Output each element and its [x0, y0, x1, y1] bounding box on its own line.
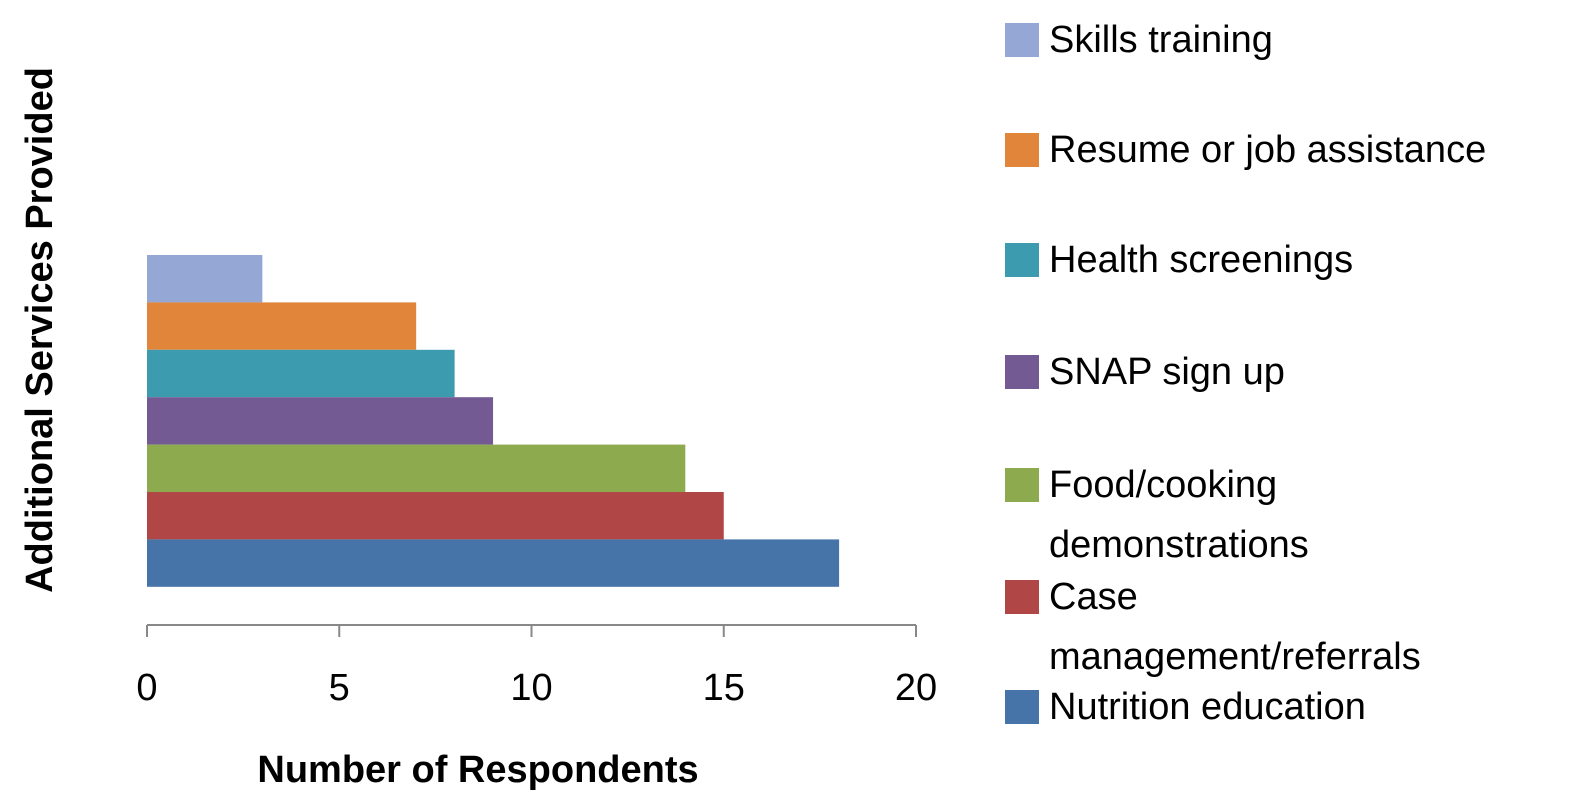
legend-item: Skills training — [1005, 10, 1505, 70]
legend-item: Case management/referrals — [1005, 567, 1505, 687]
bar — [147, 349, 455, 398]
legend-swatch — [1005, 690, 1039, 724]
bar — [147, 397, 494, 445]
y-axis-label: Additional Services Provided — [19, 67, 61, 593]
x-tick-label: 15 — [703, 667, 745, 709]
legend-label: Case management/referrals — [1049, 576, 1421, 678]
legend-item: Health screenings — [1005, 230, 1505, 290]
legend-label: Nutrition education — [1049, 686, 1366, 728]
x-tick-label: 20 — [895, 667, 937, 709]
x-axis-label: Number of Respondents — [257, 749, 698, 791]
bar — [147, 444, 686, 492]
legend-item: Food/cooking demonstrations — [1005, 455, 1505, 575]
bar — [147, 255, 263, 303]
legend-item: Resume or job assistance — [1005, 120, 1505, 180]
legend-label: Skills training — [1049, 19, 1273, 61]
bar — [147, 539, 840, 587]
legend-label: SNAP sign up — [1049, 351, 1285, 393]
legend-item: Nutrition education — [1005, 677, 1505, 737]
x-tick-label: 0 — [136, 667, 157, 709]
legend-label: Health screenings — [1049, 239, 1354, 281]
legend-item: SNAP sign up — [1005, 342, 1505, 402]
legend-swatch — [1005, 23, 1039, 57]
bar — [147, 492, 724, 540]
legend-swatch — [1005, 355, 1039, 389]
x-tick-label: 5 — [329, 667, 350, 709]
x-tick-label: 10 — [510, 667, 552, 709]
legend-swatch — [1005, 468, 1039, 502]
bar — [147, 302, 417, 350]
legend-label: Food/cooking demonstrations — [1049, 464, 1309, 566]
legend-swatch — [1005, 133, 1039, 167]
legend-swatch — [1005, 243, 1039, 277]
legend-swatch — [1005, 580, 1039, 614]
legend-label: Resume or job assistance — [1049, 129, 1487, 171]
